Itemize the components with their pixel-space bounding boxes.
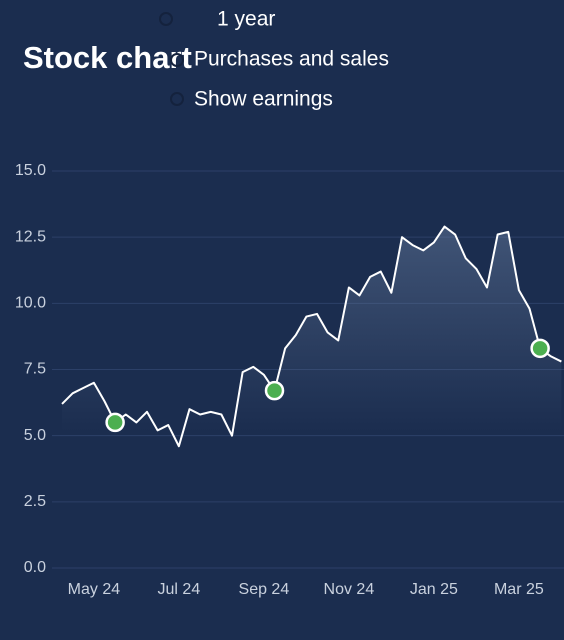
x-tick-label: Jan 25 — [410, 581, 458, 598]
earnings-marker — [105, 412, 125, 433]
title: Stock chart — [23, 40, 192, 75]
y-tick-label: 0.0 — [24, 559, 46, 576]
y-tick-label: 5.0 — [24, 427, 46, 444]
option[interactable]: Show earnings — [194, 88, 333, 111]
radio[interactable] — [170, 92, 184, 106]
y-tick-label: 7.5 — [24, 361, 46, 378]
price-line — [61, 225, 562, 448]
y-tick-label: 12.5 — [15, 228, 46, 245]
x-tick-label: May 24 — [68, 581, 121, 598]
x-tick-label: Mar 25 — [494, 581, 544, 598]
x-tick-label: Jul 24 — [158, 581, 201, 598]
radio[interactable] — [170, 53, 184, 67]
option[interactable]: Purchases and sales — [194, 48, 389, 71]
radio[interactable] — [159, 12, 173, 26]
y-tick-label: 2.5 — [24, 493, 46, 510]
area — [62, 226, 562, 568]
earnings-marker — [530, 338, 550, 359]
y-tick-label: 10.0 — [15, 295, 46, 312]
earnings-marker — [264, 380, 285, 401]
y-tick-label: 15.0 — [15, 162, 46, 179]
x-tick-label: Sep 24 — [239, 581, 290, 598]
option[interactable]: 1 year — [217, 8, 275, 31]
x-tick-label: Nov 24 — [324, 581, 375, 598]
